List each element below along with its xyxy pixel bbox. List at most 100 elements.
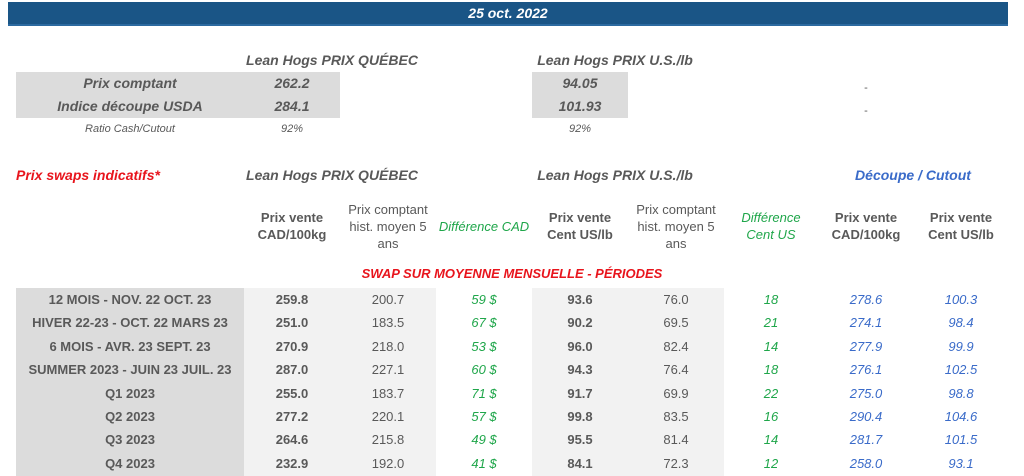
period-label: 12 MOIS - NOV. 22 OCT. 23 — [48, 292, 212, 307]
table-cell: 104.6 — [944, 409, 978, 424]
summary-us-value: 94.05 — [562, 75, 598, 91]
table-cell: 259.8 — [275, 292, 309, 307]
col-header: Prix vente CAD/100kg — [257, 210, 327, 242]
table-cell: 98.4 — [948, 315, 974, 331]
period-label: Q2 2023 — [105, 409, 155, 424]
table-cell: 18 — [763, 292, 779, 307]
period-label: 6 MOIS - AVR. 23 SEPT. 23 — [49, 338, 211, 354]
table-cell: 274.1 — [849, 315, 883, 331]
cutout-title: Découpe / Cutout — [855, 167, 971, 183]
table-cell: 12 — [763, 455, 779, 471]
col-header: Prix comptant hist. moyen 5 ans — [636, 201, 716, 251]
period-label: Q1 2023 — [105, 385, 155, 401]
summary-us-value: 101.93 — [558, 98, 602, 114]
table-cell: 99.8 — [567, 409, 593, 424]
table-cell: 183.7 — [371, 385, 405, 401]
table-cell: 255.0 — [275, 385, 309, 401]
table-cell: 200.7 — [371, 292, 405, 307]
period-label: Q3 2023 — [105, 432, 155, 448]
summary-label: Prix comptant — [83, 75, 177, 91]
ratio-label: Ratio Cash/Cutout — [85, 123, 175, 135]
table-cell: 270.9 — [275, 338, 309, 354]
period-label: Q4 2023 — [105, 455, 155, 471]
table-cell: 281.7 — [849, 432, 883, 448]
table-cell: 183.5 — [371, 315, 405, 331]
table-cell: 84.1 — [567, 455, 593, 471]
table-cell: 232.9 — [275, 455, 309, 471]
us-title: Lean Hogs PRIX U.S./lb — [537, 52, 693, 68]
table-cell: 71 $ — [471, 385, 497, 401]
table-cell: 60 $ — [471, 362, 497, 378]
summary-extra: - — [864, 82, 868, 94]
col-header: Différence Cent US — [741, 210, 801, 242]
table-cell: 227.1 — [371, 362, 405, 378]
table-row: 12 MOIS - NOV. 22 OCT. 23 259.8 200.7 59 $ 9… — [16, 288, 1008, 311]
table-row: Q2 2023 277.2 220.1 57 $ 99.8 83.5 16 290.4 104.… — [16, 405, 1008, 428]
table-row: 6 MOIS - AVR. 23 SEPT. 23 270.9 218.0 53 $ 9… — [16, 335, 1008, 358]
period-label: SUMMER 2023 - JUIN 23 JUIL. 23 — [28, 362, 232, 378]
quebec-title: Lean Hogs PRIX QUÉBEC — [246, 52, 418, 68]
table-cell: 264.6 — [275, 432, 309, 448]
table-cell: 192.0 — [371, 455, 405, 471]
table-cell: 275.0 — [849, 385, 883, 401]
table-cell: 100.3 — [944, 292, 978, 307]
table-cell: 215.8 — [371, 432, 405, 448]
summary-us-bg — [532, 72, 628, 118]
table-cell: 218.0 — [371, 338, 405, 354]
table-cell: 278.6 — [849, 292, 883, 307]
table-cell: 69.5 — [663, 315, 689, 331]
table-cell: 72.3 — [663, 455, 689, 471]
quebec-col-bg — [244, 288, 436, 476]
us-col-bg — [532, 288, 724, 476]
table-cell: 82.4 — [663, 338, 689, 354]
table-row: Q4 2023 232.9 192.0 41 $ 84.1 72.3 12 258.0 93.1 — [16, 452, 1008, 475]
table-cell: 53 $ — [471, 338, 497, 354]
table-cell: 21 — [763, 315, 779, 331]
swaps-title: Prix swaps indicatifs* — [16, 167, 160, 183]
table-cell: 258.0 — [849, 455, 883, 471]
summary-label: Indice découpe USDA — [57, 98, 203, 114]
date-banner: 25 oct. 2022 — [8, 2, 1008, 26]
table-cell: 90.2 — [567, 315, 593, 331]
table-cell: 76.0 — [663, 292, 689, 307]
table-cell: 290.4 — [849, 409, 883, 424]
table-cell: 96.0 — [567, 338, 593, 354]
table-cell: 220.1 — [371, 409, 405, 424]
table-row: Q1 2023 255.0 183.7 71 $ 91.7 69.9 22 275.0 98.8 — [16, 382, 1008, 405]
table-cell: 276.1 — [849, 362, 883, 378]
col-header: Prix vente CAD/100kg — [831, 210, 901, 242]
table-cell: 93.6 — [567, 292, 593, 307]
table-cell: 57 $ — [471, 409, 497, 424]
table-cell: 277.9 — [849, 338, 883, 354]
table-cell: 69.9 — [663, 385, 689, 401]
table-row: HIVER 22-23 - OCT. 22 MARS 23 251.0 183.5 6… — [16, 311, 1008, 334]
table-row: Q3 2023 264.6 215.8 49 $ 95.5 81.4 14 281.7 101.… — [16, 428, 1008, 451]
summary-quebec-value: 262.2 — [274, 75, 310, 91]
table-cell: 94.3 — [567, 362, 593, 378]
table-cell: 76.4 — [663, 362, 689, 378]
table-cell: 277.2 — [275, 409, 309, 424]
table-cell: 18 — [763, 362, 779, 378]
col-header: Prix vente Cent US/lb — [928, 210, 994, 242]
table-cell: 16 — [763, 409, 779, 424]
ratio-quebec: 92% — [280, 123, 304, 135]
period-label: HIVER 22-23 - OCT. 22 MARS 23 — [32, 315, 228, 331]
table-cell: 67 $ — [471, 315, 497, 331]
table-cell: 251.0 — [275, 315, 309, 331]
table-cell: 59 $ — [471, 292, 497, 307]
period-col-bg — [16, 288, 244, 476]
table-cell: 98.8 — [948, 385, 974, 401]
summary-extra: - — [864, 105, 868, 117]
col-header: Prix comptant hist. moyen 5 ans — [348, 201, 428, 251]
table-cell: 49 $ — [471, 432, 497, 448]
swaps-us-title: Lean Hogs PRIX U.S./lb — [537, 167, 693, 183]
table-cell: 95.5 — [567, 432, 593, 448]
table-cell: 99.9 — [948, 338, 974, 354]
table-cell: 22 — [763, 385, 779, 401]
table-cell: 81.4 — [663, 432, 689, 448]
ratio-us: 92% — [568, 123, 592, 135]
table-cell: 14 — [763, 432, 779, 448]
table-cell: 41 $ — [471, 455, 497, 471]
col-header: Prix vente Cent US/lb — [547, 210, 613, 242]
table-cell: 91.7 — [567, 385, 593, 401]
